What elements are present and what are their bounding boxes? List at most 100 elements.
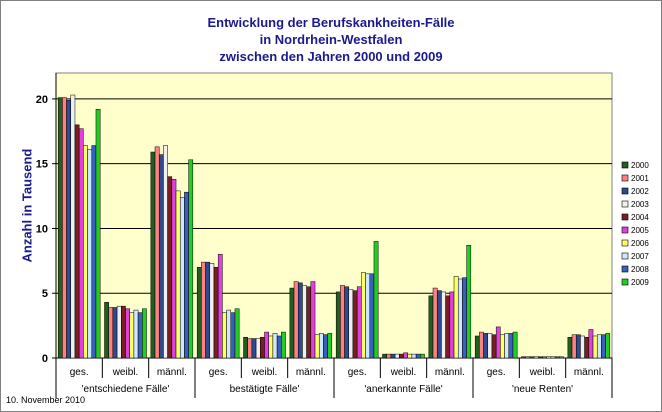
bar-2007-cat-1 (133, 309, 139, 359)
bar-2007-cat-2 (179, 197, 185, 359)
category-label-7: weibl. (390, 367, 417, 378)
category-label-9: ges. (487, 367, 506, 378)
bar-2000-cat-7 (382, 353, 387, 359)
bar-2009-cat-5 (327, 333, 333, 359)
bar-2009-cat-9 (512, 331, 518, 359)
bar-2006-cat-7 (407, 353, 413, 359)
bar-2004-cat-7 (399, 353, 404, 359)
bar-2003-cat-9 (487, 333, 493, 359)
bar-2005-cat-1 (125, 308, 130, 359)
bar-2003-cat-10 (533, 356, 539, 359)
category-label-6: ges. (348, 367, 367, 378)
category-label-3: ges. (209, 367, 228, 378)
legend-label-2007: 2007 (631, 252, 649, 261)
bar-2001-cat-5 (293, 281, 299, 359)
bar-2000-cat-5 (289, 287, 295, 359)
bar-2005-cat-10 (542, 356, 547, 359)
category-label-2: männl. (157, 367, 187, 378)
legend-swatch-2007 (621, 252, 629, 260)
group-label-2: 'anerkannte Fälle' (364, 384, 442, 395)
bar-2007-cat-4 (272, 333, 278, 359)
bar-2007-cat-3 (226, 309, 232, 359)
legend-label-2000: 2000 (631, 161, 649, 170)
category-label-10: weibl. (529, 367, 556, 378)
bar-2002-cat-9 (483, 333, 489, 359)
bar-2009-cat-0 (95, 109, 101, 359)
bar-2000-cat-10 (521, 356, 526, 359)
bar-2004-cat-1 (121, 305, 126, 359)
category-label-1: weibl. (112, 367, 139, 378)
bar-2007-cat-8 (457, 278, 463, 359)
bar-2005-cat-2 (171, 178, 177, 359)
legend-label-2006: 2006 (631, 239, 649, 248)
bar-2007-cat-0 (87, 149, 93, 359)
legend-swatch-2004 (621, 213, 629, 221)
category-label-4: weibl. (251, 367, 278, 378)
legend-swatch-2008 (621, 265, 629, 273)
bar-2002-cat-5 (297, 282, 303, 359)
bar-2000-cat-11 (567, 337, 573, 359)
bar-2007-cat-10 (550, 356, 556, 359)
chart-title: Entwicklung der Berufskankheiten-Fälle i… (0, 14, 662, 65)
legend-swatch-2009 (621, 278, 629, 286)
bar-2008-cat-6 (369, 273, 375, 359)
bar-2000-cat-0 (57, 97, 63, 359)
legend-swatch-2002 (621, 187, 629, 195)
bar-2004-cat-2 (167, 176, 173, 359)
bar-2003-cat-8 (441, 291, 446, 359)
bar-2009-cat-4 (281, 331, 286, 359)
bar-2008-cat-3 (230, 312, 236, 359)
bar-2009-cat-1 (142, 308, 147, 359)
bar-2002-cat-2 (158, 154, 164, 359)
bar-2000-cat-1 (104, 302, 109, 359)
bar-2002-cat-0 (66, 99, 72, 359)
y-tick-label-1: 5 (42, 288, 48, 300)
bar-2004-cat-9 (491, 334, 497, 359)
bar-2009-cat-6 (373, 241, 379, 359)
title-line-1: Entwicklung der Berufskankheiten-Fälle (207, 15, 455, 30)
bar-2008-cat-11 (601, 334, 606, 359)
bar-2002-cat-7 (390, 353, 396, 359)
bar-2003-cat-3 (209, 263, 215, 359)
bar-2002-cat-4 (251, 338, 257, 359)
bar-2001-cat-2 (154, 146, 160, 359)
bar-2005-cat-6 (356, 286, 362, 359)
bar-2005-cat-11 (588, 329, 594, 359)
bar-2000-cat-3 (196, 267, 202, 359)
legend-swatch-2005 (621, 226, 629, 234)
bar-2006-cat-6 (361, 272, 366, 359)
bar-2003-cat-0 (70, 94, 76, 359)
bar-2000-cat-8 (428, 295, 434, 359)
bar-2008-cat-0 (91, 145, 97, 359)
bar-2008-cat-1 (137, 312, 143, 359)
bar-2004-cat-3 (213, 267, 219, 359)
bar-2004-cat-4 (260, 337, 265, 359)
legend-label-2003: 2003 (631, 200, 649, 209)
bar-2009-cat-10 (559, 356, 564, 359)
legend-label-2001: 2001 (631, 174, 649, 183)
bar-2007-cat-5 (318, 333, 324, 359)
bar-2009-cat-3 (234, 308, 240, 359)
bar-2001-cat-6 (340, 285, 345, 359)
bar-2004-cat-5 (306, 286, 312, 359)
bar-2003-cat-2 (163, 145, 168, 359)
bar-2009-cat-7 (420, 353, 425, 359)
category-label-5: männl. (296, 367, 326, 378)
bar-2004-cat-10 (538, 356, 543, 359)
bar-2003-cat-1 (116, 305, 122, 359)
legend-swatch-2003 (621, 200, 629, 208)
bar-2004-cat-6 (352, 290, 358, 359)
bar-2008-cat-4 (276, 335, 282, 359)
bar-2005-cat-4 (264, 331, 269, 359)
bar-2005-cat-8 (449, 291, 455, 359)
bar-2009-cat-8 (466, 245, 472, 359)
bar-2005-cat-0 (78, 128, 84, 359)
bar-2001-cat-3 (201, 261, 206, 359)
bar-2007-cat-11 (596, 334, 602, 359)
title-line-3: zwischen den Jahren 2000 und 2009 (219, 49, 443, 64)
bar-2007-cat-9 (504, 333, 510, 359)
bar-2000-cat-4 (243, 337, 248, 359)
bar-2000-cat-2 (150, 151, 156, 359)
bar-2008-cat-7 (415, 353, 421, 359)
bar-2006-cat-8 (453, 276, 459, 359)
